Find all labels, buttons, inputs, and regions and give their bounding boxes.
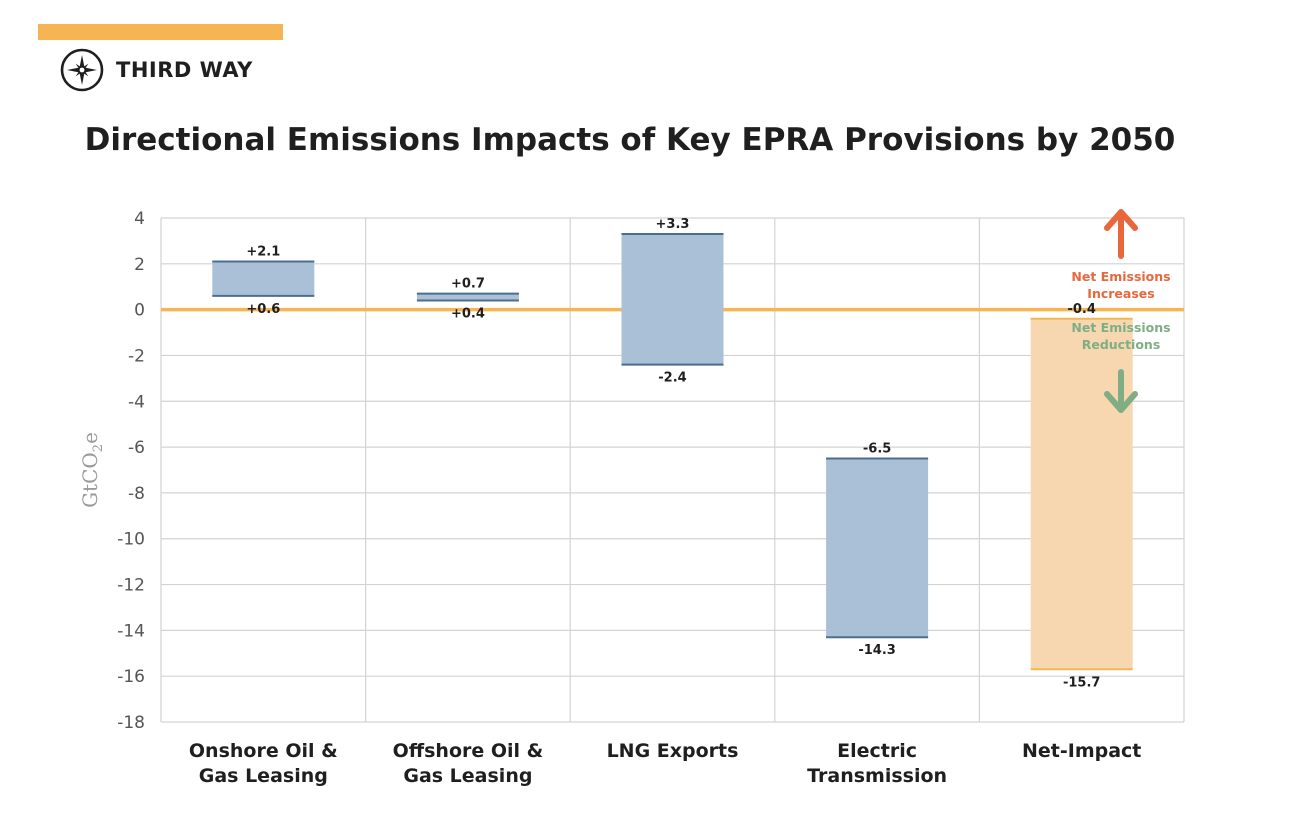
y-tick-label: -2: [128, 346, 145, 366]
range-bar: [826, 458, 929, 638]
data-label-high: +2.1: [246, 245, 280, 260]
annotation-increase-text: Increases: [1087, 286, 1154, 301]
x-category-label: Onshore Oil &: [189, 740, 338, 762]
x-category-label: LNG Exports: [607, 740, 739, 762]
x-category-label: Net-Impact: [1022, 740, 1141, 762]
chart-title: Directional Emissions Impacts of Key EPR…: [84, 122, 1176, 158]
y-tick-label: -16: [117, 667, 145, 687]
x-category-label: Gas Leasing: [199, 765, 328, 787]
data-label-low: -15.7: [1063, 675, 1100, 690]
y-tick-label: -14: [117, 621, 145, 641]
arrow-up-icon: [1104, 209, 1138, 259]
data-label-high: -0.4: [1067, 302, 1095, 317]
data-label-high: +3.3: [656, 217, 690, 232]
y-tick-label: -18: [117, 713, 145, 733]
annotation-decrease-text: Reductions: [1082, 337, 1161, 352]
y-tick-label: -6: [128, 438, 145, 458]
annotation-increase-text: Net Emissions: [1071, 269, 1170, 284]
arrow-down-icon: [1104, 369, 1138, 413]
y-tick-label: -4: [128, 392, 145, 412]
compass-star-icon: [60, 48, 104, 92]
range-bar: [621, 234, 724, 365]
data-label-high: +0.7: [451, 277, 485, 292]
range-bar: [212, 261, 315, 296]
y-tick-label: 0: [134, 301, 145, 321]
y-tick-label: 4: [134, 209, 145, 229]
range-bar: [416, 293, 519, 301]
x-category-label: Transmission: [807, 765, 947, 787]
brand-accent-bar: [38, 24, 283, 40]
x-category-label: Electric: [837, 740, 917, 762]
data-label-low: -2.4: [658, 371, 686, 386]
y-tick-label: -12: [117, 576, 145, 596]
annotation-decrease-text: Net Emissions: [1071, 320, 1170, 335]
brand: THIRD WAY: [60, 48, 253, 92]
range-bar: [1030, 318, 1133, 670]
data-label-low: -14.3: [858, 643, 895, 658]
data-label-high: -6.5: [863, 442, 891, 457]
y-tick-label: -10: [117, 530, 145, 550]
y-tick-label: -8: [128, 484, 145, 504]
data-label-low: +0.4: [451, 306, 485, 321]
brand-name: THIRD WAY: [116, 58, 253, 82]
x-category-label: Offshore Oil &: [393, 740, 544, 762]
y-tick-label: 2: [134, 255, 145, 275]
x-category-label: Gas Leasing: [403, 765, 532, 787]
data-label-low: +0.6: [246, 302, 280, 317]
